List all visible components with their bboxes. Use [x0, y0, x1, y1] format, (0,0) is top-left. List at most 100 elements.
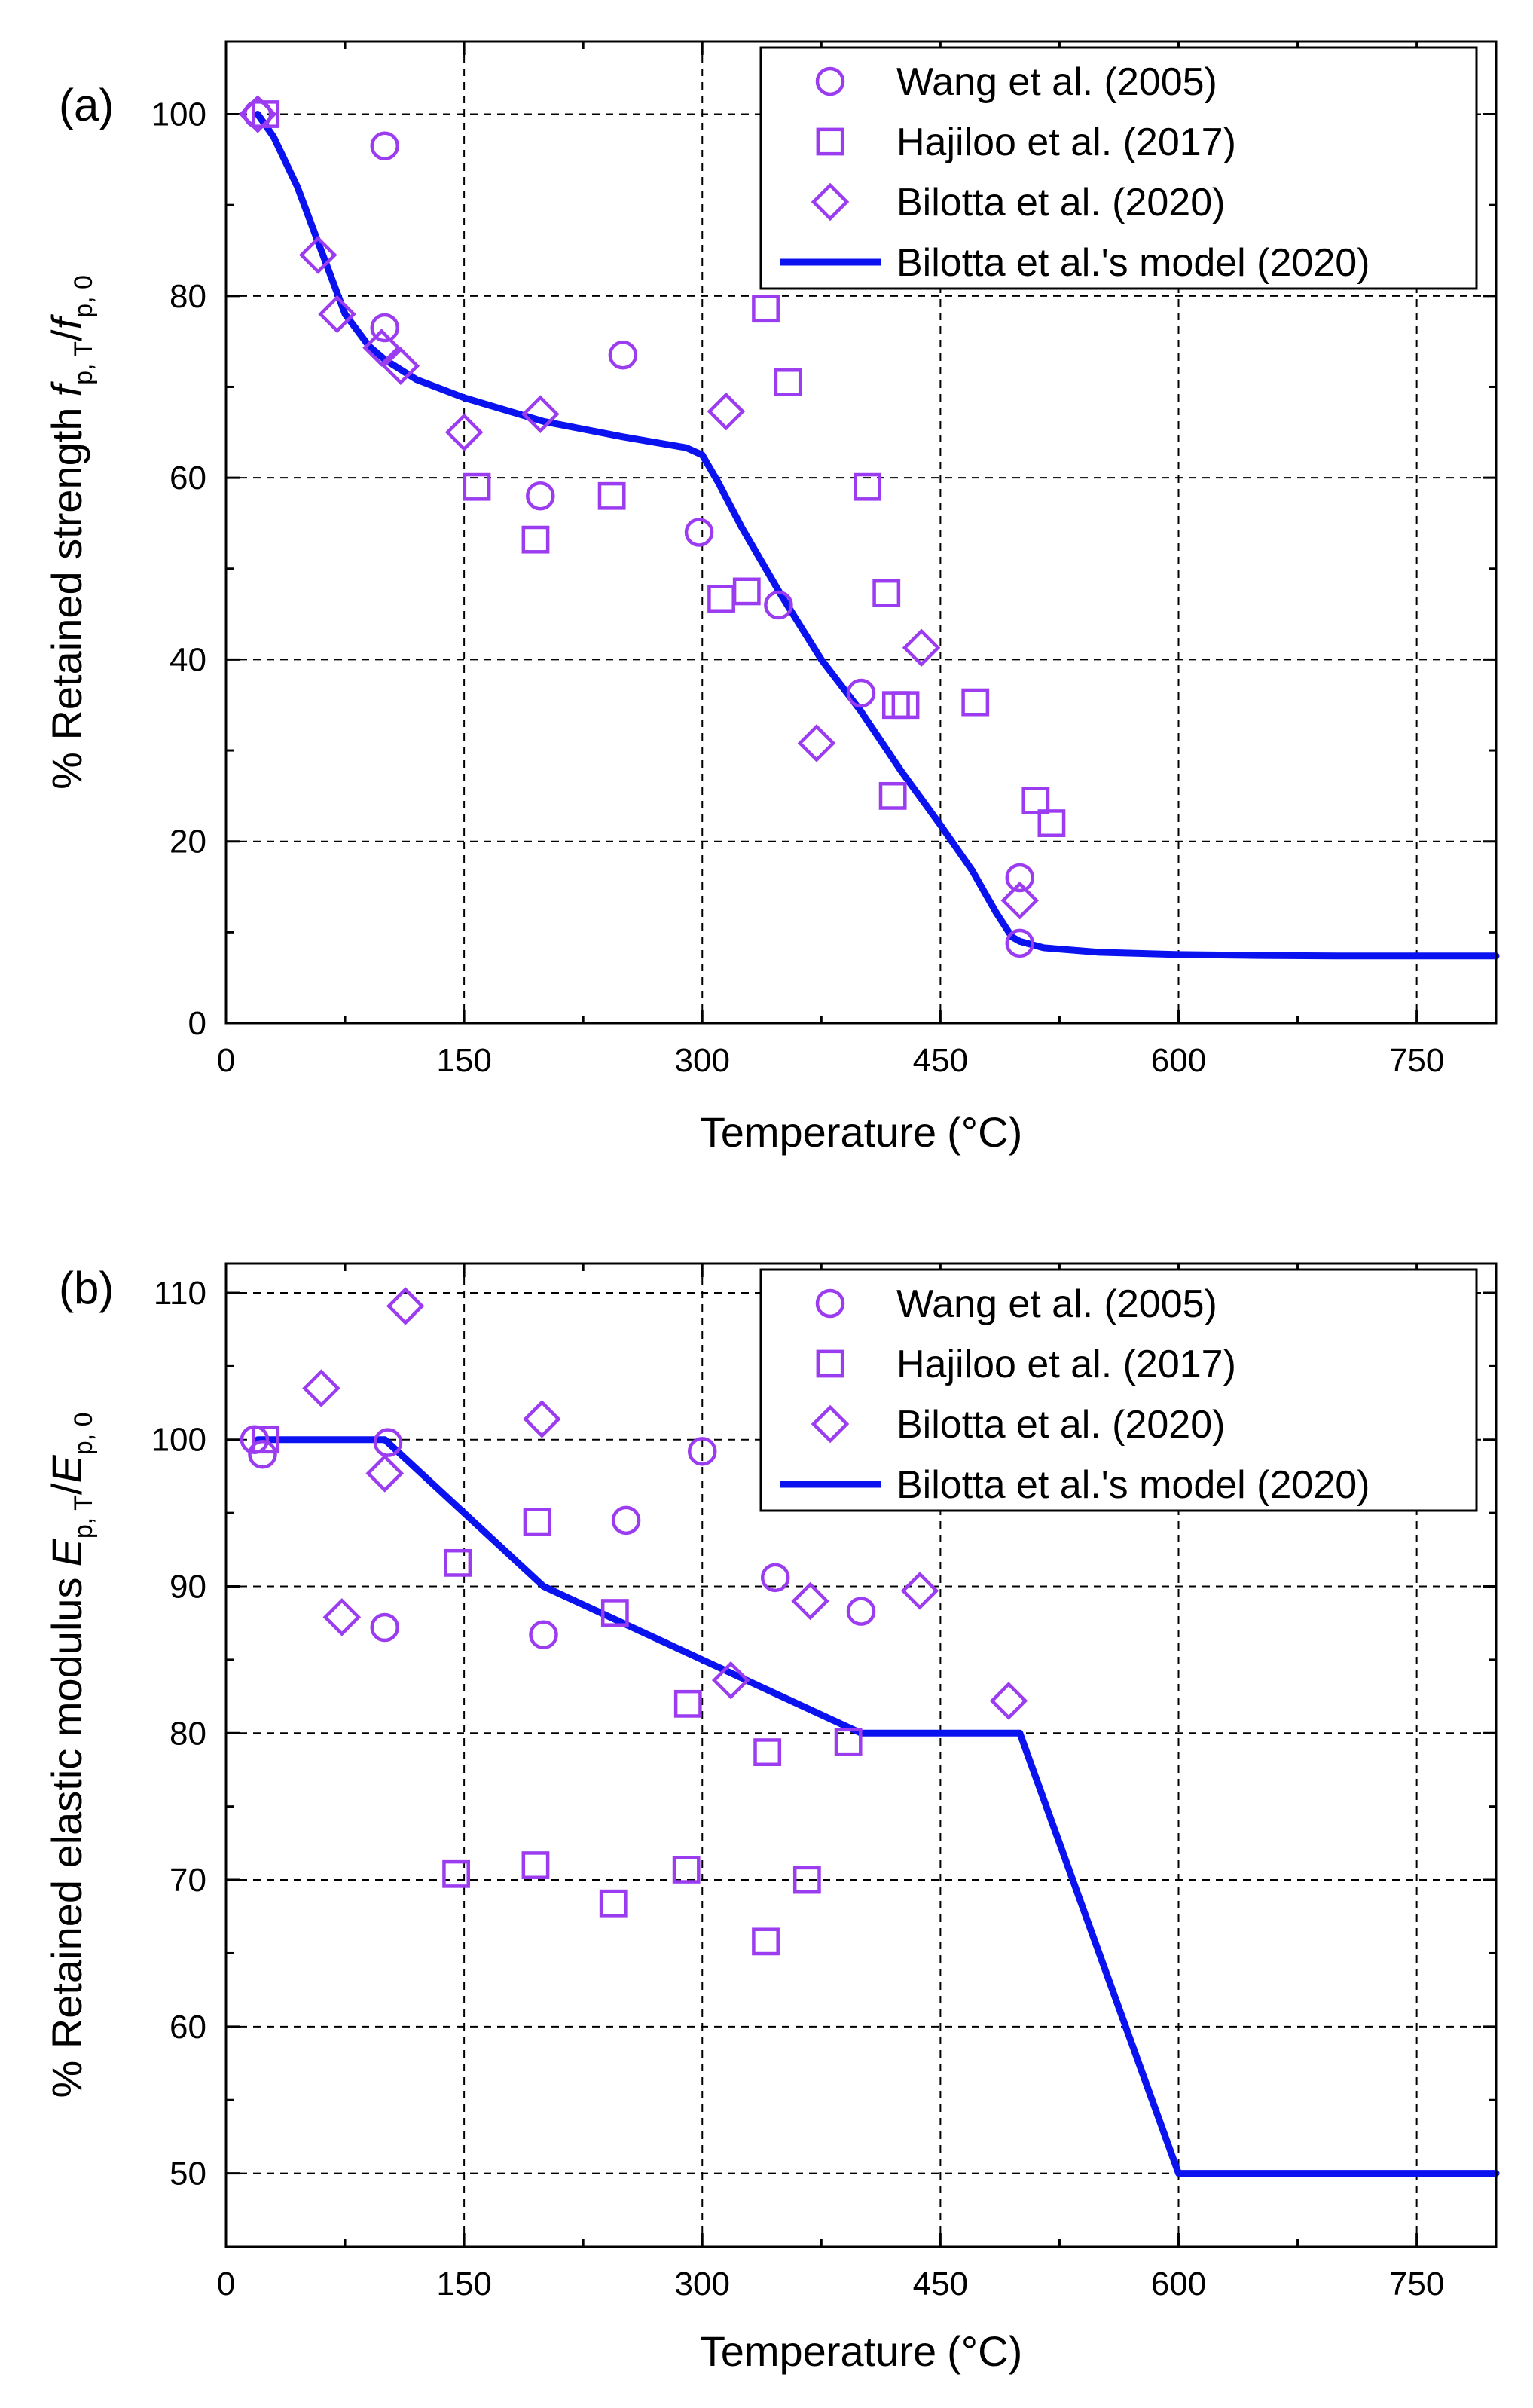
x-tick-label: 150 — [436, 1042, 491, 1079]
data-point-square — [891, 691, 920, 720]
data-point-diamond — [298, 236, 337, 274]
y-tick-label: 110 — [154, 1275, 206, 1312]
data-point-square — [252, 1426, 280, 1454]
legend-label: Bilotta et al. (2020) — [896, 181, 1225, 225]
series-line-model — [254, 111, 1500, 960]
data-point-diamond — [365, 1454, 405, 1493]
data-point-diamond — [302, 1369, 340, 1407]
y-tick-label: 60 — [169, 2009, 206, 2046]
legend: Wang et al. (2005) Hajiloo et al. (2017) B… — [759, 46, 1478, 290]
y-axis-title-subscript: p, 0 — [69, 1413, 98, 1456]
x-axis-title-unit: (°C) — [947, 1108, 1022, 1156]
x-tick-label: 750 — [1389, 2266, 1444, 2303]
data-point-diamond — [900, 1572, 939, 1610]
data-point-square — [834, 1728, 863, 1756]
legend-marker-diamond — [811, 182, 850, 222]
data-point-diamond — [318, 295, 356, 334]
legend-label: Bilotta et al.'s model (2020) — [896, 241, 1370, 285]
data-point-square — [523, 1508, 551, 1536]
legend-label: Bilotta et al.'s model (2020) — [896, 1463, 1370, 1507]
y-axis-title-subscript: p, T — [69, 341, 98, 385]
data-point-diamond — [707, 392, 746, 431]
data-point-square — [442, 1859, 470, 1888]
legend-marker-square — [816, 1349, 844, 1378]
data-point-diamond — [322, 1598, 362, 1636]
x-tick-label: 600 — [1151, 1042, 1206, 1079]
data-point-circle — [529, 1620, 558, 1650]
x-axis-title: Temperature (°C) — [700, 1108, 1023, 1156]
y-tick-label: 20 — [169, 824, 206, 860]
x-tick-label: 300 — [675, 1042, 730, 1079]
data-point-square — [753, 1738, 782, 1767]
data-point-diamond — [386, 1287, 425, 1325]
data-point-circle — [370, 313, 399, 343]
data-point-circle — [370, 131, 399, 160]
legend-marker-square — [816, 127, 844, 156]
legend-marker-circle — [815, 66, 845, 96]
data-point-circle — [373, 1428, 403, 1457]
chart-panel-b: 0 150 300 450 600 750 50 60 70 80 90 100 110 Wang et … — [43, 1262, 1500, 2375]
data-point-circle — [611, 1505, 641, 1536]
data-point-circle — [760, 1563, 790, 1593]
y-axis-title-text: % Retained strength — [43, 407, 90, 789]
y-axis-title-symbol: E — [43, 1455, 90, 1484]
data-point-square — [672, 1856, 701, 1884]
data-point-circle — [248, 1439, 277, 1469]
y-tick-label: 40 — [169, 641, 206, 678]
y-axis-title-text: % Retained elastic modulus — [43, 1577, 90, 2098]
data-point-circle — [526, 481, 555, 511]
data-point-circle — [1005, 863, 1034, 893]
x-tick-label: 450 — [913, 2266, 968, 2303]
plot-frame — [224, 1262, 1498, 2248]
x-tick-label: 150 — [436, 2266, 491, 2303]
data-point-diamond — [362, 329, 401, 367]
legend-label: Hajiloo et al. (2017) — [896, 1343, 1236, 1386]
data-point-diamond — [521, 395, 560, 433]
data-point-square — [463, 472, 491, 501]
data-point-square — [878, 781, 907, 810]
data-point-diamond — [797, 724, 836, 762]
x-tick-label: 450 — [913, 1042, 968, 1079]
y-axis-title-symbol: E — [43, 1538, 90, 1566]
x-tick-label: 600 — [1151, 2266, 1206, 2303]
x-tick-label: 0 — [217, 1042, 235, 1079]
legend-label: Wang et al. (2005) — [896, 1282, 1217, 1326]
y-tick-label: 60 — [169, 460, 206, 497]
x-axis-title-text: Temperature — [700, 2327, 936, 2375]
data-point-circle — [684, 518, 714, 547]
y-tick-label: 100 — [151, 1422, 206, 1459]
y-axis-title: % Retained strengthfp, T/fp, 0 — [43, 275, 98, 790]
y-axis-title-subscript: p, T — [69, 1495, 98, 1539]
legend-label: Wang et al. (2005) — [896, 60, 1217, 104]
data-point-circle — [764, 590, 793, 620]
legend-label: Bilotta et al. (2020) — [896, 1403, 1225, 1447]
data-point-circle — [608, 340, 638, 370]
plot-frame — [224, 40, 1498, 1025]
y-tick-label: 70 — [169, 1862, 206, 1899]
y-tick-label: 80 — [169, 1715, 206, 1752]
data-point-diamond — [444, 413, 484, 452]
y-tick-label: 90 — [169, 1569, 206, 1606]
y-tick-label: 50 — [169, 2156, 206, 2193]
x-axis-title-text: Temperature — [700, 1108, 936, 1156]
data-point-diamond — [902, 628, 941, 668]
data-point-square — [732, 577, 761, 606]
y-tick-label: 0 — [188, 1005, 206, 1042]
y-axis-title-slash: / — [43, 329, 90, 341]
data-point-square — [600, 1599, 629, 1627]
data-point-square — [599, 1889, 628, 1918]
y-tick-label: 100 — [151, 96, 206, 133]
data-point-diamond — [711, 1661, 750, 1700]
chart-panel-a: 0 150 300 450 600 750 0 20 40 60 80 100 Wang et al. … — [43, 40, 1500, 1156]
data-point-square — [444, 1548, 472, 1577]
data-point-square — [792, 1866, 821, 1894]
y-axis-title-subscript: p, 0 — [69, 275, 98, 318]
data-point-circle — [688, 1437, 717, 1466]
panel-label: (b) — [59, 1263, 114, 1313]
legend-label: Hajiloo et al. (2017) — [896, 121, 1236, 164]
data-point-diamond — [523, 1400, 561, 1438]
data-point-square — [752, 295, 780, 323]
y-axis-title-slash: / — [43, 1483, 90, 1495]
legend-box — [759, 1268, 1478, 1512]
